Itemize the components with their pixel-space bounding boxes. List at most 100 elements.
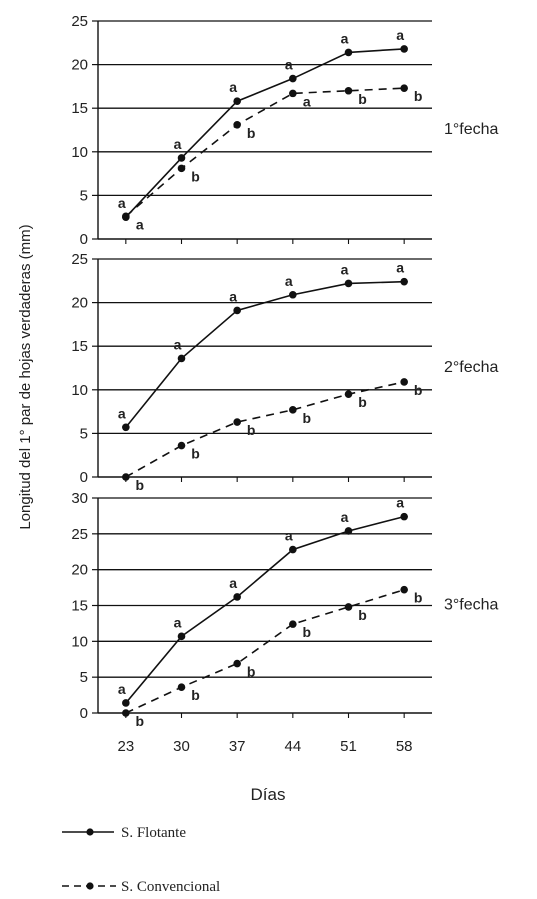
data-point xyxy=(289,545,297,554)
significance-letter: b xyxy=(247,125,256,141)
data-point xyxy=(177,441,186,450)
significance-letter: a xyxy=(303,93,311,109)
x-tick-label: 30 xyxy=(173,738,190,755)
y-tick-label: 25 xyxy=(71,251,88,268)
significance-letter: a xyxy=(396,260,404,276)
significance-letter: b xyxy=(358,394,367,410)
significance-letter: a xyxy=(229,288,237,304)
significance-letter: b xyxy=(247,664,256,680)
data-point xyxy=(289,89,297,98)
y-tick-label: 15 xyxy=(71,100,88,117)
significance-letter: a xyxy=(285,57,293,73)
significance-letter: b xyxy=(358,91,367,107)
y-tick-label: 15 xyxy=(71,338,88,355)
significance-letter: b xyxy=(358,607,367,623)
significance-letter: a xyxy=(396,27,404,43)
significance-letter: a xyxy=(285,273,293,289)
significance-letter: a xyxy=(341,261,349,277)
data-point xyxy=(233,97,241,106)
series-line-flotante xyxy=(125,48,405,218)
y-tick-label: 10 xyxy=(71,633,88,650)
significance-letter: b xyxy=(191,446,200,462)
data-point xyxy=(344,279,353,288)
x-tick-label: 44 xyxy=(284,738,301,755)
y-tick-label: 20 xyxy=(71,562,88,579)
series-line-flotante xyxy=(125,280,405,428)
significance-letter: b xyxy=(247,422,256,438)
significance-letter: b xyxy=(414,590,423,606)
series-line-convencional xyxy=(125,87,405,217)
data-point xyxy=(233,120,241,129)
significance-letter: a xyxy=(118,195,126,211)
data-point xyxy=(344,390,353,398)
y-tick-label: 15 xyxy=(71,598,88,615)
significance-letter: b xyxy=(414,382,423,398)
x-tick-label: 51 xyxy=(340,738,357,755)
significance-letter: a xyxy=(229,79,237,95)
data-point xyxy=(400,277,408,286)
significance-letter: b xyxy=(303,410,312,426)
y-tick-label: 10 xyxy=(71,144,88,161)
data-point xyxy=(177,154,186,162)
data-point xyxy=(122,423,130,432)
data-point xyxy=(177,354,186,363)
significance-letter: a xyxy=(396,495,404,511)
data-point xyxy=(233,593,241,601)
significance-letter: b xyxy=(136,713,145,729)
legend-label-flotante: S. Flotante xyxy=(121,825,186,841)
data-point xyxy=(400,512,408,521)
significance-letter: a xyxy=(174,336,182,352)
data-point xyxy=(400,45,408,53)
y-tick-label: 0 xyxy=(80,469,88,486)
x-tick-label: 23 xyxy=(117,738,134,755)
significance-letter: b xyxy=(191,168,200,184)
panel-2: 0 5 10 15 20 25 a a a a a a b b b b b b 2°fecha xyxy=(71,251,498,493)
significance-letter: b xyxy=(303,624,312,640)
data-point xyxy=(289,74,297,83)
data-point xyxy=(177,164,186,173)
y-tick-label: 10 xyxy=(71,382,88,399)
significance-letter: a xyxy=(136,216,144,232)
legend-solid-marker-icon xyxy=(86,828,94,836)
data-point xyxy=(344,603,353,611)
significance-letter: b xyxy=(414,88,423,104)
legend-entry-convencional: S. Convencional xyxy=(62,879,220,895)
x-axis-label: Días xyxy=(251,785,286,804)
data-point xyxy=(289,620,297,628)
legend: S. Flotante S. Convencional xyxy=(62,825,220,895)
data-point xyxy=(122,473,130,481)
y-axis-label: Longitud del 1° par de hojas verdaderas … xyxy=(17,224,34,529)
data-point xyxy=(344,527,353,535)
legend-dashed-marker-icon xyxy=(86,882,94,890)
data-point xyxy=(344,86,353,95)
data-point xyxy=(233,659,241,668)
y-tick-label: 5 xyxy=(80,425,88,442)
series-line-convencional xyxy=(125,588,405,714)
significance-letter: a xyxy=(118,405,126,421)
significance-letter: a xyxy=(341,509,349,525)
significance-letter: a xyxy=(341,30,349,46)
significance-letter: a xyxy=(285,528,293,544)
panel-label: 3°fecha xyxy=(444,597,499,614)
y-tick-label: 25 xyxy=(71,13,88,30)
data-point xyxy=(122,699,130,707)
significance-letter: a xyxy=(174,136,182,152)
significance-letter: b xyxy=(136,477,145,493)
data-point xyxy=(233,306,241,315)
y-tick-label: 0 xyxy=(80,705,88,722)
data-point xyxy=(177,683,186,691)
significance-letter: a xyxy=(229,575,237,591)
data-point xyxy=(122,709,130,717)
series-line-flotante xyxy=(125,515,405,704)
panel-label: 2°fecha xyxy=(444,359,499,376)
data-point xyxy=(289,290,297,299)
y-tick-label: 0 xyxy=(80,231,88,248)
data-point xyxy=(400,378,408,386)
legend-label-convencional: S. Convencional xyxy=(121,879,220,895)
data-point xyxy=(400,585,408,594)
significance-letter: a xyxy=(174,614,182,630)
